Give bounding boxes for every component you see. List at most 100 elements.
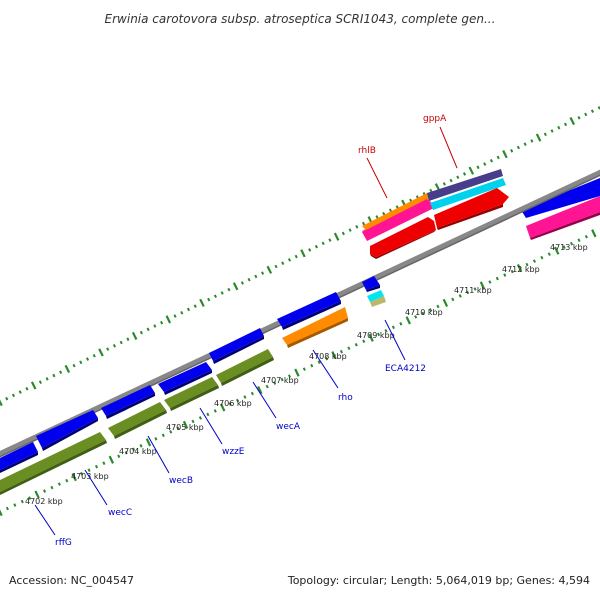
major-tick: [516, 264, 523, 273]
minor-tick: [590, 109, 595, 113]
minor-tick: [388, 208, 393, 213]
minor-tick: [428, 308, 433, 312]
feature-wecC[interactable]: [36, 410, 98, 451]
major-tick: [199, 298, 205, 307]
minor-tick: [442, 182, 446, 186]
minor-tick: [321, 241, 325, 246]
gene-label-gppA[interactable]: gppA: [423, 114, 447, 124]
minor-tick: [20, 499, 24, 504]
minor-tick: [562, 245, 566, 249]
minor-tick: [347, 346, 351, 351]
minor-tick: [557, 125, 561, 130]
feature-rho[interactable]: [282, 307, 348, 348]
kbp-tick-label: 4705 kbp: [166, 423, 204, 432]
minor-tick: [18, 390, 22, 394]
minor-tick: [362, 339, 366, 344]
minor-tick: [473, 287, 477, 291]
minor-tick: [65, 478, 69, 483]
feature-rho-upstream[interactable]: [277, 292, 341, 330]
kbp-tick-label: 4709 kbp: [357, 331, 395, 340]
feature-rhlB[interactable]: [362, 193, 436, 259]
major-tick: [405, 316, 411, 325]
gene-label-ECA4212[interactable]: ECA4212: [385, 364, 426, 374]
minor-tick: [510, 149, 514, 153]
minor-tick: [85, 357, 90, 361]
minor-tick: [139, 444, 143, 448]
minor-tick: [50, 485, 54, 490]
minor-tick: [161, 433, 165, 438]
feature-gppA[interactable]: [427, 169, 509, 230]
minor-tick: [348, 228, 352, 232]
minor-tick: [361, 221, 366, 226]
forward-strand-features: [0, 276, 386, 473]
minor-tick: [280, 377, 284, 382]
major-tick: [0, 509, 3, 517]
minor-tick: [5, 506, 9, 511]
minor-tick: [577, 238, 581, 242]
minor-tick: [429, 188, 433, 193]
kbp-tick-label: 4704 kbp: [119, 447, 157, 456]
major-tick: [108, 455, 115, 464]
gene-label-rho[interactable]: rho: [338, 393, 353, 403]
minor-tick: [247, 277, 251, 282]
feature-wecB[interactable]: [101, 385, 155, 419]
minor-tick: [254, 274, 258, 279]
feature-edge-right[interactable]: [521, 178, 600, 240]
major-tick: [535, 133, 542, 142]
minor-tick: [228, 402, 232, 406]
minor-tick: [274, 264, 278, 269]
major-tick: [64, 364, 71, 374]
gene-label-rffG[interactable]: rffG: [55, 538, 72, 548]
minor-tick: [176, 426, 180, 431]
gene-label-rhlB[interactable]: rhlB: [358, 146, 376, 156]
minor-tick: [45, 377, 49, 381]
minor-tick: [310, 363, 314, 368]
callout-line-wecC: [84, 469, 108, 506]
minor-tick: [421, 311, 425, 316]
major-tick: [479, 281, 486, 290]
major-tick: [257, 385, 263, 395]
minor-tick: [57, 482, 61, 486]
gene-label-wecC[interactable]: wecC: [108, 508, 132, 518]
major-tick: [71, 473, 77, 482]
minor-tick: [193, 304, 197, 308]
minor-tick: [13, 503, 17, 507]
gene-label-wecB[interactable]: wecB: [169, 476, 193, 486]
kbp-scale: 4702 kbp 4703 kbp 4704 kbp 4705 kbp 4706 kbp…: [25, 243, 588, 506]
minor-tick: [207, 297, 211, 302]
minor-tick: [503, 273, 507, 277]
minor-tick: [570, 241, 574, 246]
major-tick: [468, 166, 475, 175]
kbp-tick-label: 4707 kbp: [261, 376, 299, 385]
minor-tick: [355, 225, 359, 229]
feature-wecA[interactable]: [209, 328, 264, 364]
inner-tick-track: [0, 228, 600, 517]
feature-ECA4212[interactable]: [362, 276, 386, 307]
major-tick: [591, 229, 597, 238]
minor-tick: [328, 238, 332, 242]
minor-tick: [160, 320, 164, 325]
major-tick: [554, 246, 560, 255]
minor-tick: [391, 325, 395, 330]
major-tick: [442, 298, 449, 308]
accession-text: Accession: NC_004547: [9, 574, 135, 587]
minor-tick: [119, 340, 123, 345]
gene-label-wzzE[interactable]: wzzE: [222, 447, 245, 457]
minor-tick: [584, 234, 588, 239]
callout-line-wecB: [147, 435, 170, 474]
gene-label-wecA[interactable]: wecA: [276, 422, 301, 432]
minor-tick: [354, 342, 358, 347]
minor-tick: [543, 132, 547, 137]
minor-tick: [79, 360, 83, 365]
minor-tick: [25, 386, 29, 391]
major-tick: [131, 331, 138, 340]
kbp-tick-label: 4703 kbp: [71, 472, 109, 481]
minor-tick: [186, 307, 191, 312]
minor-tick: [5, 396, 9, 401]
kbp-tick-label: 4706 kbp: [214, 399, 252, 408]
feature-wzzE[interactable]: [158, 362, 212, 395]
minor-tick: [117, 454, 121, 459]
minor-tick: [476, 165, 480, 170]
feature-rffG[interactable]: [0, 442, 38, 473]
gene-labels: rffG wecC wecB wzzE wecA rho ECA4212 rhlB gppA: [55, 114, 447, 548]
